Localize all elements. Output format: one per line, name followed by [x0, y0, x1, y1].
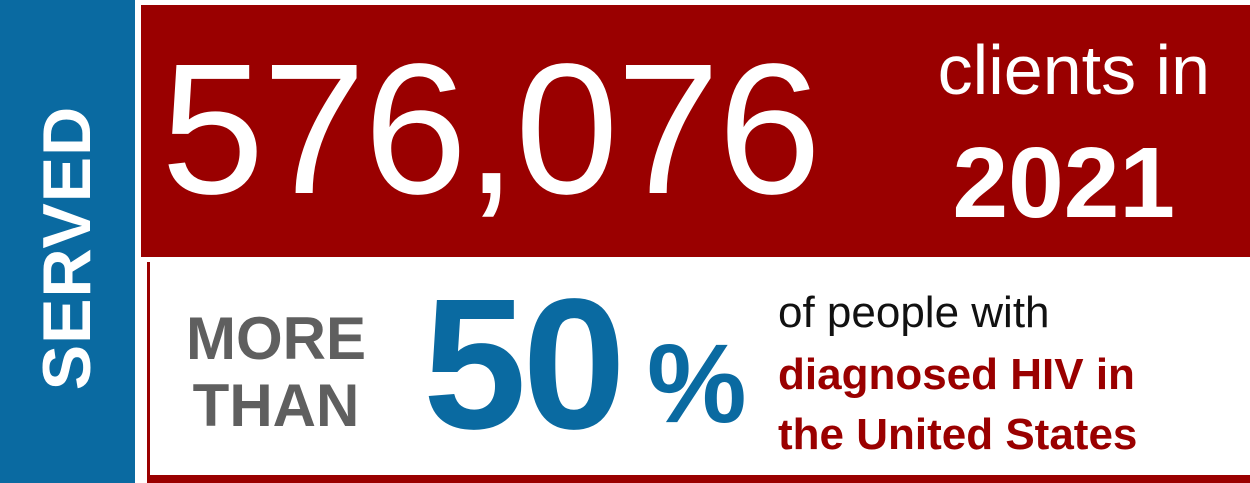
hiv-stat-panel: MORE THAN 50 % of people with diagnosed … [147, 262, 1250, 483]
description-line3: the United States [778, 410, 1138, 459]
more-than-text: MORE THAN [186, 305, 366, 439]
description-line2: diagnosed HIV in [778, 350, 1135, 399]
clients-count: 576,076 [161, 26, 821, 233]
clients-in-text: clients in [937, 31, 1210, 109]
description-line1: of people with [778, 288, 1050, 337]
served-label: SERVED [29, 105, 105, 391]
served-side-bar: SERVED [0, 0, 135, 483]
percent-value: 50 [423, 261, 626, 468]
more-than-line1: MORE [186, 305, 366, 372]
clients-served-panel: 576,076 clients in 2021 [141, 5, 1250, 257]
percent-sign: % [647, 321, 747, 446]
year-text: 2021 [952, 127, 1175, 239]
more-than-line2: THAN [192, 372, 360, 439]
